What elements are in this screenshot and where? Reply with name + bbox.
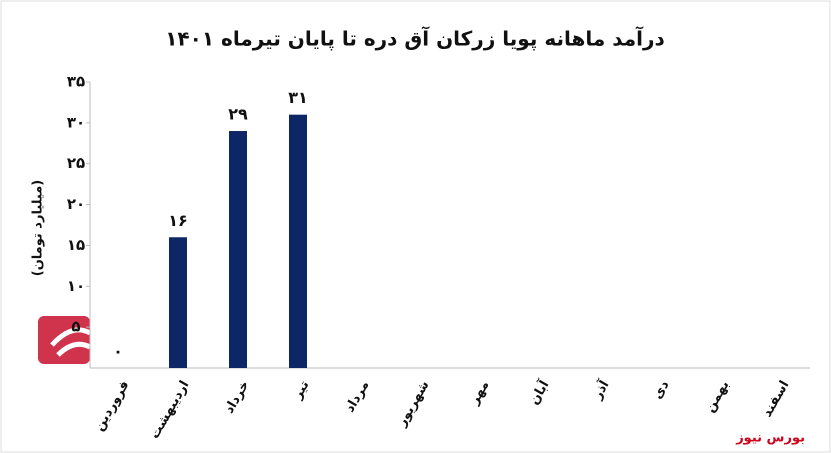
- bar: [169, 237, 187, 368]
- source: بورس نیوز: [735, 431, 805, 446]
- bar: [229, 131, 247, 368]
- y-tick-label: ۱۰: [67, 277, 85, 295]
- y-tick-label: ۲۵: [67, 154, 85, 172]
- y-tick-label: ۳۰: [67, 113, 85, 131]
- y-tick-label: ۱۵: [67, 236, 85, 254]
- bar: [289, 114, 307, 368]
- chart-title: درآمد ماهانه پویا زرکان آق دره تا پایان …: [165, 26, 665, 52]
- data-label: ۳۱: [288, 88, 308, 107]
- data-label: ۲۹: [228, 105, 248, 124]
- y-axis-label: (میلیارد تومان): [31, 180, 46, 277]
- y-tick-label: ۵: [71, 318, 80, 336]
- y-tick-label: ۲۰: [67, 195, 85, 213]
- logo: [38, 316, 92, 364]
- data-label: ۰: [113, 342, 123, 361]
- y-tick-label: ۳۵: [67, 73, 85, 91]
- data-label: ۱۶: [168, 211, 188, 230]
